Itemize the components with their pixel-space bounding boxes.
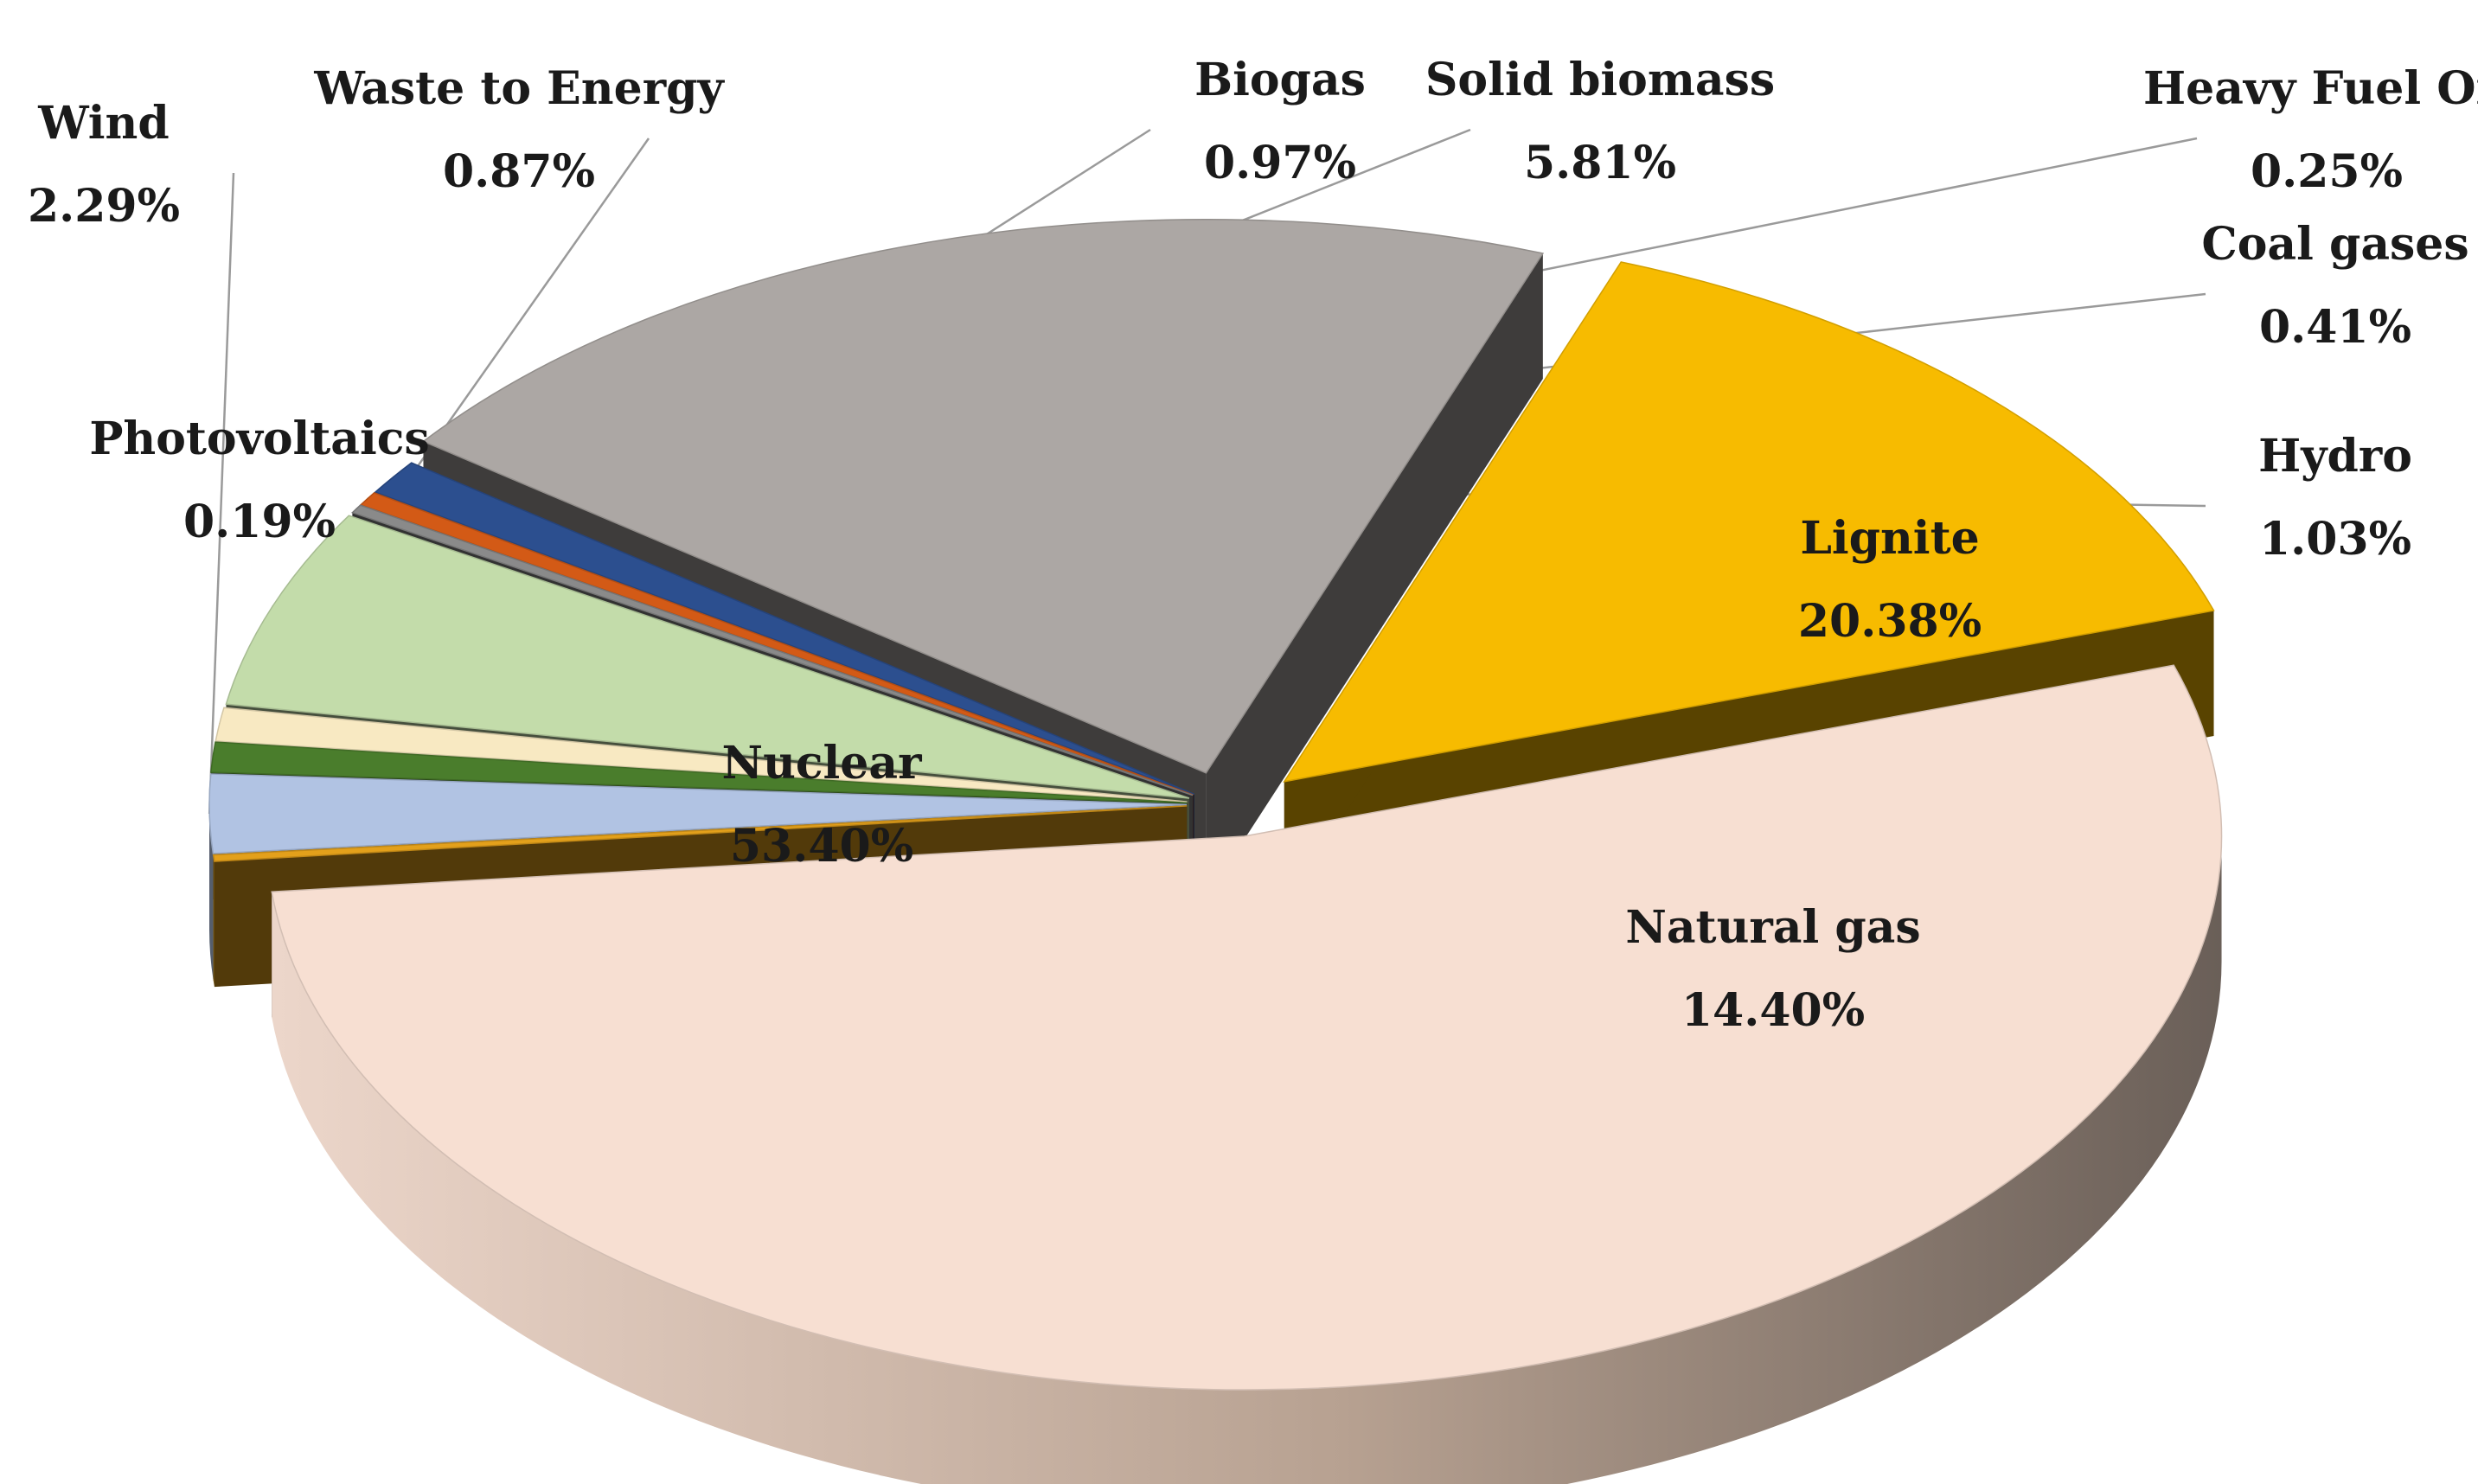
slice-label-wind: Wind	[37, 97, 169, 150]
slice-label-coal-gases: Coal gases	[2201, 218, 2468, 271]
slice-value-nuclear: 53.40%	[730, 820, 913, 873]
slice-label-lignite: Lignite	[1800, 512, 1979, 565]
slice-value-lignite: 20.38%	[1798, 595, 1982, 648]
slice-top-natural-gas	[1283, 261, 2215, 783]
slice-label-biogas: Biogas	[1194, 54, 1366, 106]
slice-top-heavy-fuel-oil	[350, 504, 1194, 796]
slice-label-hydro: Hydro	[2258, 430, 2412, 483]
leader-line-wind	[208, 172, 235, 815]
slice-top-solid-biomass	[225, 515, 1190, 799]
slice-value-solid-biomass: 5.81%	[1524, 137, 1676, 189]
slice-label-photovoltaics: Photovoltaics	[89, 413, 429, 465]
slice-label-natural-gas: Natural gas	[1625, 901, 1920, 954]
slice-nuclear	[271, 664, 2223, 1484]
slice-value-biogas: 0.97%	[1204, 137, 1356, 189]
slice-value-heavy-fuel-oil: 0.25%	[2251, 145, 2403, 198]
slice-label-nuclear: Nuclear	[722, 737, 923, 790]
pie-slices	[208, 219, 2223, 1484]
slice-top-photovoltaics	[212, 805, 1188, 862]
slice-value-hydro: 1.03%	[2259, 513, 2411, 566]
slice-label-solid-biomass: Solid biomass	[1425, 54, 1775, 106]
slice-top-wind	[208, 773, 1188, 854]
slice-wall-lignite	[1206, 253, 1543, 899]
slice-top-nuclear	[271, 664, 2223, 1391]
slice-value-photovoltaics: 0.19%	[183, 496, 336, 548]
slice-label-heavy-fuel-oil: Heavy Fuel Oil	[2143, 62, 2478, 115]
slice-value-wind: 2.29%	[28, 180, 180, 233]
slice-value-coal-gases: 0.41%	[2259, 301, 2411, 354]
slice-top-biogas	[215, 707, 1188, 803]
slice-value-natural-gas: 14.40%	[1681, 984, 1865, 1037]
slice-label-waste-to-energy: Waste to Energy	[313, 62, 725, 115]
slice-side-photovoltaics	[213, 854, 215, 988]
slice-top-waste-to-energy	[210, 741, 1188, 804]
slice-top-hydro	[374, 462, 1194, 796]
slice-value-waste-to-energy: 0.87%	[443, 145, 595, 198]
slice-side-nuclear	[272, 835, 2222, 1484]
slice-labels: Nuclear 53.40% Photovoltaics 0.19% Wind 2.29%…	[28, 54, 2478, 1037]
slice-top-lignite	[421, 219, 1545, 774]
